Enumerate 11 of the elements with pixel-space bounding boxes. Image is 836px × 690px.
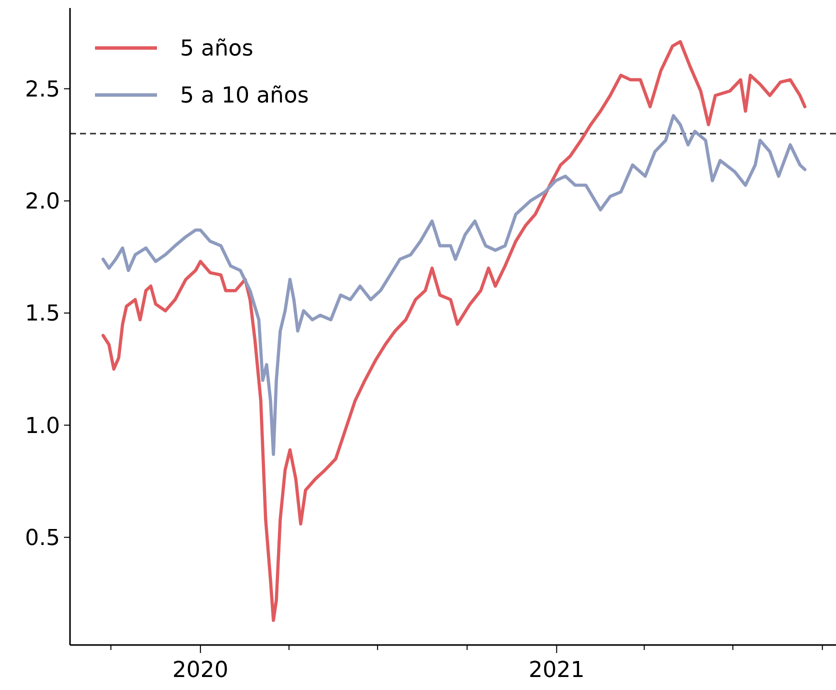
y-tick-label: 1.0 [25, 414, 60, 439]
y-tick-label: 1.5 [25, 302, 60, 327]
line-series [101, 114, 806, 456]
y-tick-label: 2.0 [25, 190, 60, 215]
line-series [101, 40, 806, 622]
x-tick-label: 2020 [172, 658, 228, 683]
y-tick-label: 2.5 [25, 77, 60, 102]
legend-label: 5 a 10 años [180, 84, 309, 109]
x-tick-label: 2021 [528, 658, 585, 683]
y-tick-label: 0.5 [25, 526, 60, 552]
legend-label: 5 años [180, 36, 254, 62]
